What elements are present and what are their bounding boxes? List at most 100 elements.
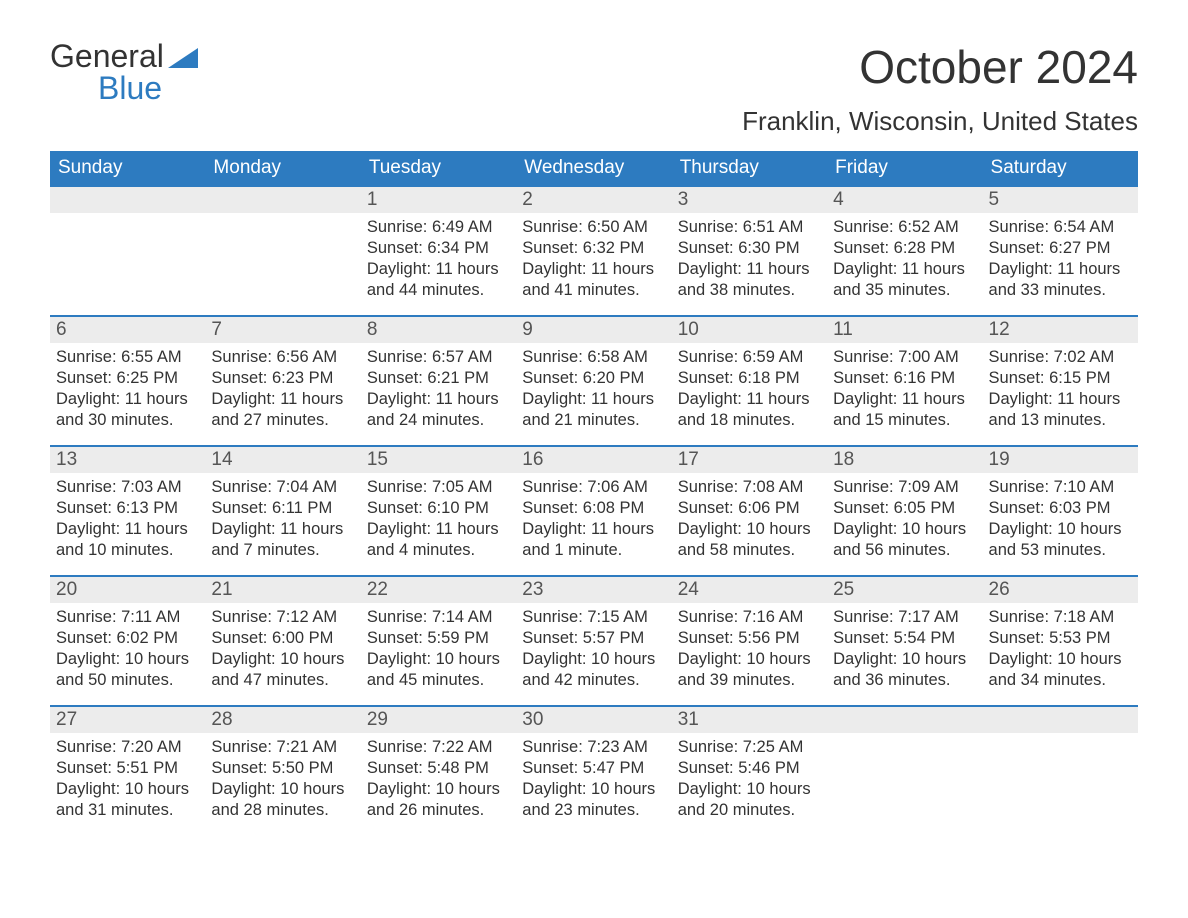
daylight-text: Daylight: 10 hours and 28 minutes. (211, 779, 354, 821)
day-number: 19 (983, 447, 1138, 473)
day-number: 23 (516, 577, 671, 603)
sunrise-text: Sunrise: 6:54 AM (989, 217, 1132, 238)
daylight-text: Daylight: 10 hours and 56 minutes. (833, 519, 976, 561)
sunrise-text: Sunrise: 7:21 AM (211, 737, 354, 758)
daylight-text: Daylight: 11 hours and 10 minutes. (56, 519, 199, 561)
day-detail: Sunrise: 7:02 AMSunset: 6:15 PMDaylight:… (983, 343, 1138, 439)
daylight-text: Daylight: 11 hours and 41 minutes. (522, 259, 665, 301)
day-detail: Sunrise: 6:49 AMSunset: 6:34 PMDaylight:… (361, 213, 516, 309)
calendar-day-cell: 28Sunrise: 7:21 AMSunset: 5:50 PMDayligh… (205, 706, 360, 836)
page-header: General Blue October 2024 Franklin, Wisc… (50, 40, 1138, 137)
day-number: 8 (361, 317, 516, 343)
daylight-text: Daylight: 11 hours and 18 minutes. (678, 389, 821, 431)
calendar-day-cell: 17Sunrise: 7:08 AMSunset: 6:06 PMDayligh… (672, 446, 827, 576)
day-number: 26 (983, 577, 1138, 603)
calendar-day-cell (205, 186, 360, 316)
daylight-text: Daylight: 11 hours and 4 minutes. (367, 519, 510, 561)
daylight-text: Daylight: 10 hours and 20 minutes. (678, 779, 821, 821)
brand-word2: Blue (50, 72, 198, 104)
day-detail: Sunrise: 7:22 AMSunset: 5:48 PMDaylight:… (361, 733, 516, 829)
calendar-body: 1Sunrise: 6:49 AMSunset: 6:34 PMDaylight… (50, 186, 1138, 836)
day-number: 24 (672, 577, 827, 603)
sunset-text: Sunset: 6:21 PM (367, 368, 510, 389)
day-number: 22 (361, 577, 516, 603)
day-detail: Sunrise: 7:25 AMSunset: 5:46 PMDaylight:… (672, 733, 827, 829)
day-detail: Sunrise: 6:50 AMSunset: 6:32 PMDaylight:… (516, 213, 671, 309)
weekday-header: Sunday (50, 151, 205, 186)
sunrise-text: Sunrise: 7:17 AM (833, 607, 976, 628)
sunset-text: Sunset: 5:48 PM (367, 758, 510, 779)
sunset-text: Sunset: 5:47 PM (522, 758, 665, 779)
calendar-week-row: 1Sunrise: 6:49 AMSunset: 6:34 PMDaylight… (50, 186, 1138, 316)
daylight-text: Daylight: 10 hours and 26 minutes. (367, 779, 510, 821)
day-number: 21 (205, 577, 360, 603)
sunset-text: Sunset: 6:23 PM (211, 368, 354, 389)
day-detail: Sunrise: 7:09 AMSunset: 6:05 PMDaylight:… (827, 473, 982, 569)
day-detail: Sunrise: 7:18 AMSunset: 5:53 PMDaylight:… (983, 603, 1138, 699)
calendar-day-cell (983, 706, 1138, 836)
sunset-text: Sunset: 5:53 PM (989, 628, 1132, 649)
day-number: 15 (361, 447, 516, 473)
day-number: 17 (672, 447, 827, 473)
daylight-text: Daylight: 11 hours and 1 minute. (522, 519, 665, 561)
sunrise-text: Sunrise: 7:05 AM (367, 477, 510, 498)
daylight-text: Daylight: 11 hours and 13 minutes. (989, 389, 1132, 431)
daylight-text: Daylight: 11 hours and 15 minutes. (833, 389, 976, 431)
day-detail: Sunrise: 7:04 AMSunset: 6:11 PMDaylight:… (205, 473, 360, 569)
day-number: 6 (50, 317, 205, 343)
day-detail: Sunrise: 7:20 AMSunset: 5:51 PMDaylight:… (50, 733, 205, 829)
sunrise-text: Sunrise: 7:03 AM (56, 477, 199, 498)
daylight-text: Daylight: 11 hours and 44 minutes. (367, 259, 510, 301)
sunset-text: Sunset: 5:56 PM (678, 628, 821, 649)
daylight-text: Daylight: 11 hours and 24 minutes. (367, 389, 510, 431)
day-number: 25 (827, 577, 982, 603)
calendar-day-cell: 20Sunrise: 7:11 AMSunset: 6:02 PMDayligh… (50, 576, 205, 706)
calendar-day-cell: 11Sunrise: 7:00 AMSunset: 6:16 PMDayligh… (827, 316, 982, 446)
daylight-text: Daylight: 11 hours and 7 minutes. (211, 519, 354, 561)
sunset-text: Sunset: 6:06 PM (678, 498, 821, 519)
day-number: 12 (983, 317, 1138, 343)
sunrise-text: Sunrise: 6:57 AM (367, 347, 510, 368)
calendar-day-cell: 16Sunrise: 7:06 AMSunset: 6:08 PMDayligh… (516, 446, 671, 576)
sunset-text: Sunset: 6:15 PM (989, 368, 1132, 389)
daylight-text: Daylight: 11 hours and 35 minutes. (833, 259, 976, 301)
day-detail: Sunrise: 7:00 AMSunset: 6:16 PMDaylight:… (827, 343, 982, 439)
weekday-header: Monday (205, 151, 360, 186)
calendar-day-cell: 9Sunrise: 6:58 AMSunset: 6:20 PMDaylight… (516, 316, 671, 446)
day-number: 20 (50, 577, 205, 603)
day-number: 4 (827, 187, 982, 213)
sunrise-text: Sunrise: 7:00 AM (833, 347, 976, 368)
sunset-text: Sunset: 5:54 PM (833, 628, 976, 649)
day-number: 29 (361, 707, 516, 733)
calendar-day-cell (50, 186, 205, 316)
sunrise-text: Sunrise: 7:15 AM (522, 607, 665, 628)
calendar-day-cell: 21Sunrise: 7:12 AMSunset: 6:00 PMDayligh… (205, 576, 360, 706)
daylight-text: Daylight: 11 hours and 30 minutes. (56, 389, 199, 431)
day-detail: Sunrise: 7:23 AMSunset: 5:47 PMDaylight:… (516, 733, 671, 829)
calendar-week-row: 20Sunrise: 7:11 AMSunset: 6:02 PMDayligh… (50, 576, 1138, 706)
sunset-text: Sunset: 6:25 PM (56, 368, 199, 389)
day-detail: Sunrise: 7:03 AMSunset: 6:13 PMDaylight:… (50, 473, 205, 569)
sunrise-text: Sunrise: 7:23 AM (522, 737, 665, 758)
calendar-day-cell: 23Sunrise: 7:15 AMSunset: 5:57 PMDayligh… (516, 576, 671, 706)
day-number: 16 (516, 447, 671, 473)
day-number: 1 (361, 187, 516, 213)
sunrise-text: Sunrise: 7:11 AM (56, 607, 199, 628)
calendar-day-cell: 12Sunrise: 7:02 AMSunset: 6:15 PMDayligh… (983, 316, 1138, 446)
sunrise-text: Sunrise: 7:22 AM (367, 737, 510, 758)
daylight-text: Daylight: 11 hours and 27 minutes. (211, 389, 354, 431)
calendar-day-cell: 14Sunrise: 7:04 AMSunset: 6:11 PMDayligh… (205, 446, 360, 576)
day-detail: Sunrise: 7:16 AMSunset: 5:56 PMDaylight:… (672, 603, 827, 699)
sunrise-text: Sunrise: 6:59 AM (678, 347, 821, 368)
calendar-day-cell: 19Sunrise: 7:10 AMSunset: 6:03 PMDayligh… (983, 446, 1138, 576)
calendar-day-cell: 10Sunrise: 6:59 AMSunset: 6:18 PMDayligh… (672, 316, 827, 446)
sunrise-text: Sunrise: 7:09 AM (833, 477, 976, 498)
daylight-text: Daylight: 10 hours and 58 minutes. (678, 519, 821, 561)
calendar-day-cell: 22Sunrise: 7:14 AMSunset: 5:59 PMDayligh… (361, 576, 516, 706)
calendar-day-cell: 25Sunrise: 7:17 AMSunset: 5:54 PMDayligh… (827, 576, 982, 706)
calendar-week-row: 27Sunrise: 7:20 AMSunset: 5:51 PMDayligh… (50, 706, 1138, 836)
sunset-text: Sunset: 6:10 PM (367, 498, 510, 519)
day-number: 7 (205, 317, 360, 343)
calendar-header-row: SundayMondayTuesdayWednesdayThursdayFrid… (50, 151, 1138, 186)
day-detail: Sunrise: 7:11 AMSunset: 6:02 PMDaylight:… (50, 603, 205, 699)
